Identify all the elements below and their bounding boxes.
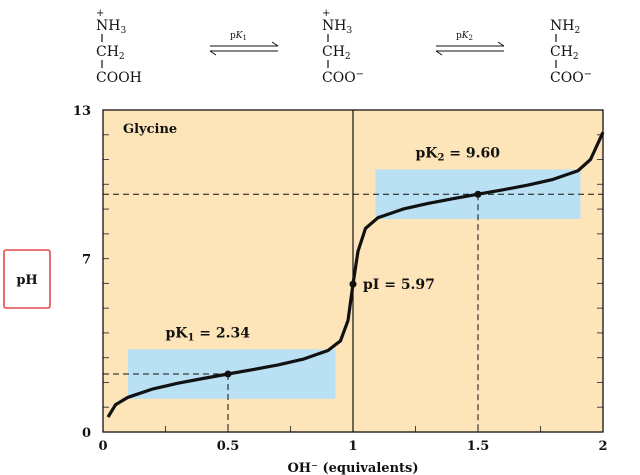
reverse-arrowhead	[209, 50, 217, 56]
x-tick-labels: 0 0.5 1 1.5 2	[98, 439, 607, 454]
equilibrium-2-label: pK2	[456, 31, 473, 42]
reverse-arrowhead	[435, 50, 443, 56]
annotation-pi: pI = 5.97	[363, 277, 435, 293]
y-axis-label: pH	[16, 273, 37, 288]
species-zwitterion-charge: +	[322, 8, 330, 19]
species-zwitterion: + NH3 CH2 COO−	[322, 8, 364, 86]
x-tick-label: 2	[598, 439, 607, 454]
species-anion: NH2 CH2 COO−	[550, 18, 592, 86]
x-axis-label: OH⁻ (equivalents)	[287, 461, 418, 475]
key-points	[224, 190, 482, 378]
species-cation: + NH3 CH2 COOH	[96, 8, 142, 86]
chart-title: Glycine	[123, 122, 177, 137]
x-tick-label: 1.5	[467, 439, 490, 454]
x-tick-label: 0	[98, 439, 107, 454]
equilibrium-1: pK1	[209, 31, 279, 56]
guide-lines	[103, 110, 603, 432]
point-pi	[349, 280, 357, 288]
species-cation-bottom: COOH	[96, 70, 142, 86]
y-tick-labels: 0 7 13	[73, 104, 91, 441]
species-cation-top: NH3	[96, 18, 126, 36]
point-pk1	[224, 370, 232, 378]
y-axis-label-highlight	[3, 249, 51, 309]
species-zwitterion-mid: CH2	[322, 44, 351, 62]
equilibrium-1-label: pK1	[230, 31, 247, 42]
species-zwitterion-top: NH3	[322, 18, 352, 36]
species-anion-top: NH2	[550, 18, 580, 36]
y-tick-label: 13	[73, 104, 91, 119]
point-pk2	[474, 190, 482, 198]
y-tick-label: 7	[82, 253, 91, 268]
x-tick-label: 1	[348, 439, 357, 454]
y-tick-label: 0	[82, 426, 91, 441]
species-anion-mid: CH2	[550, 44, 579, 62]
x-tick-label: 0.5	[217, 439, 240, 454]
equilibrium-2: pK2	[435, 31, 505, 56]
species-cation-charge: +	[96, 8, 104, 19]
forward-arrowhead	[271, 41, 279, 47]
species-cation-mid: CH2	[96, 44, 125, 62]
forward-arrowhead	[497, 41, 505, 47]
annotation-pk2: pK2 = 9.60	[416, 145, 501, 163]
annotation-pk1: pK1 = 2.34	[166, 325, 251, 343]
species-zwitterion-bottom: COO−	[322, 69, 364, 86]
plot-frame	[102, 109, 604, 433]
species-anion-bottom: COO−	[550, 69, 592, 86]
reaction-scheme: + NH3 CH2 COOH pK1 + NH3 CH2 COO− pK2	[96, 8, 592, 86]
